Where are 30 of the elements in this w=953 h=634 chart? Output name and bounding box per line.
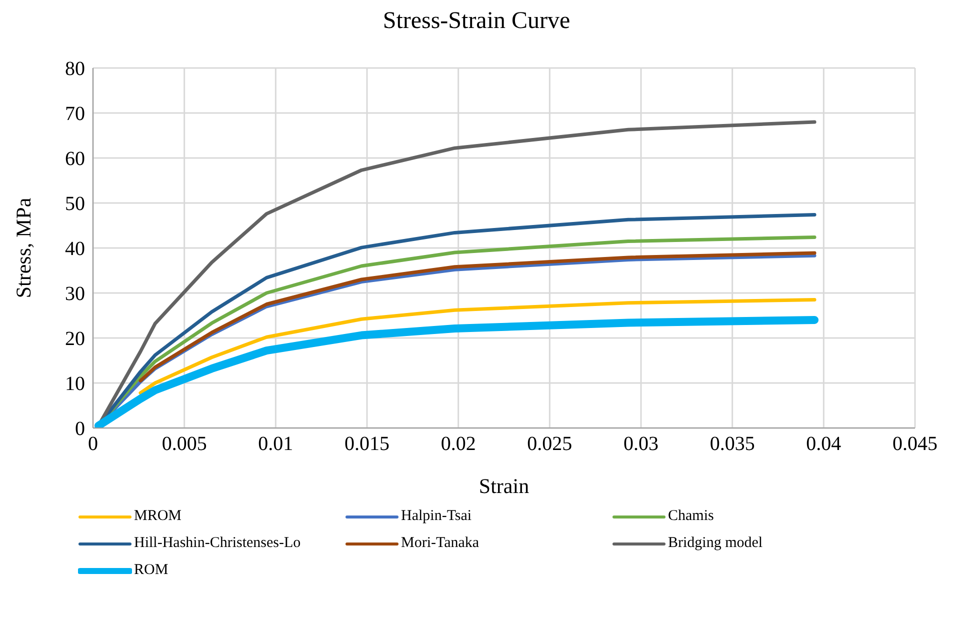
- y-tick-label: 20: [65, 328, 85, 350]
- y-tick-label: 50: [65, 193, 85, 216]
- y-tick-label: 30: [65, 283, 85, 306]
- legend-label: Hill-Hashin-Christenses-Lo: [134, 535, 301, 552]
- x-tick-label: 0.045: [892, 433, 938, 456]
- y-tick-label: 80: [65, 58, 85, 80]
- x-tick-label: 0.035: [710, 433, 755, 456]
- x-tick-label: 0.02: [440, 433, 476, 456]
- x-axis-title: Strain: [478, 474, 530, 498]
- legend-label: Bridging model: [668, 535, 763, 552]
- legend-label: MROM: [134, 508, 182, 525]
- line-series: [138, 251, 816, 382]
- chart-title: Stress-Strain Curve: [382, 8, 572, 36]
- x-tick-label: 0.04: [806, 433, 842, 456]
- y-tick-label: 10: [65, 373, 85, 396]
- legend-label: Chamis: [668, 508, 714, 525]
- y-axis-title: Stress, MPa: [11, 197, 36, 298]
- legend-label: ROM: [134, 562, 168, 579]
- x-tick-label: 0.01: [258, 433, 294, 456]
- x-tick-label: 0.025: [527, 433, 572, 456]
- y-tick-label: 0: [75, 418, 85, 440]
- x-tick-label: 0.015: [344, 433, 390, 456]
- line-series: [138, 298, 816, 395]
- y-tick-label: 70: [65, 103, 85, 126]
- legend-label: Halpin-Tsai: [401, 508, 472, 525]
- legend-label: Mori-Tanaka: [401, 535, 480, 552]
- y-tick-label: 40: [65, 238, 85, 260]
- x-tick-label: 0.03: [624, 433, 658, 456]
- y-tick-label: 60: [65, 148, 85, 170]
- x-tick-label: 0.005: [162, 433, 207, 456]
